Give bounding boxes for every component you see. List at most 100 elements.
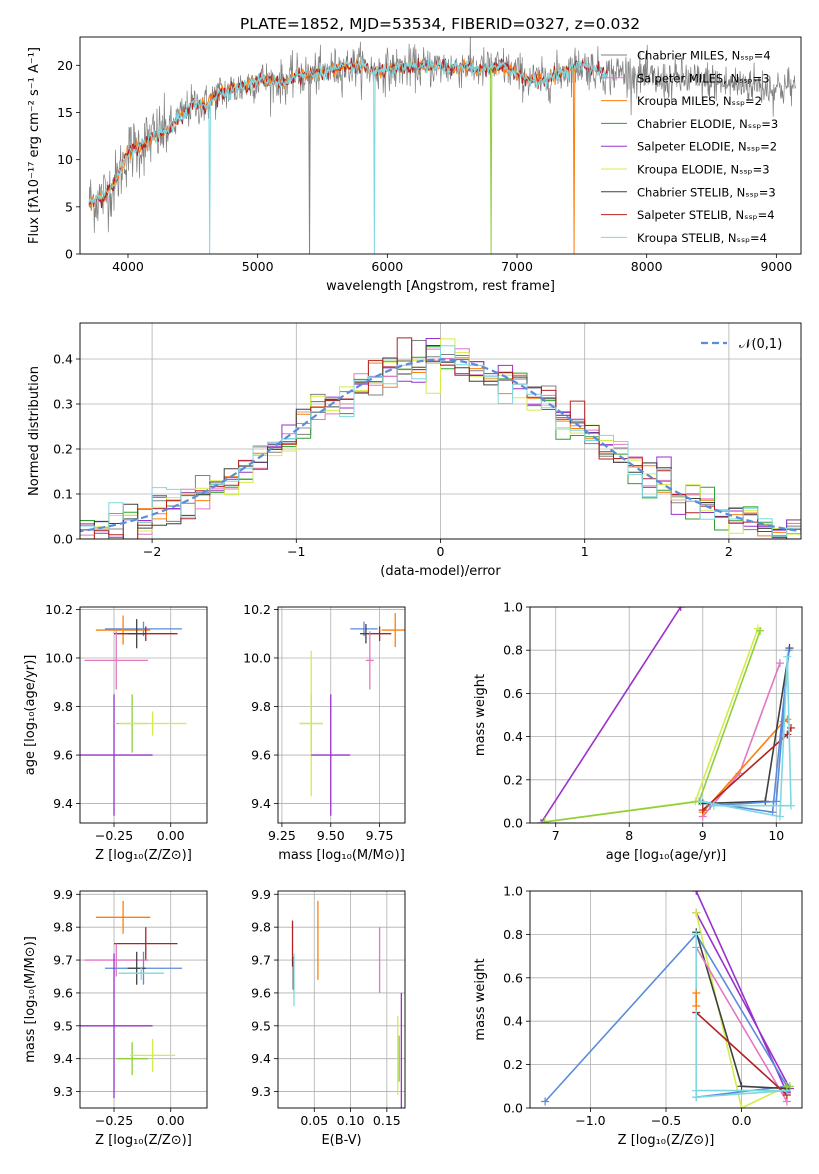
y-tick-label: 10.2 (45, 602, 73, 617)
age-vs-mass-panel: 9.25 9.50 9.75 9.4 9.6 9.8 10.0 10.2 mass [log₁₀… (243, 602, 406, 863)
spectrum-dip (308, 74, 311, 254)
x-tick-label: −2 (143, 544, 161, 559)
histogram-series (80, 345, 801, 539)
y-tick-label: 9.9 (251, 887, 271, 902)
weight-vs-age-panel: 7 8 9 10 0.0 0.2 0.4 0.6 0.8 1.0 age [log₁₀(age/yr… (473, 600, 803, 863)
spectrum-dip (208, 101, 211, 254)
weight-series (695, 1011, 788, 1096)
weight-marker (783, 652, 792, 661)
y-tick-label: 9.4 (53, 1051, 73, 1066)
y-axis-label: mass [log₁₀(M/M⊙)] (23, 936, 38, 1063)
y-tick-label: 9.5 (53, 1018, 73, 1033)
weight-series (695, 946, 788, 1102)
x-axis-label: mass [log₁₀(M/M⊙)] (278, 848, 405, 863)
x-tick-label: 10 (768, 828, 784, 843)
weight-series (702, 662, 781, 818)
spectrum-dip (572, 67, 576, 254)
weight-lines (537, 607, 795, 823)
x-axis-label: Z [log₁₀(Z/Z⊙)] (618, 1133, 715, 1148)
x-tick-label: 0 (437, 544, 445, 559)
x-tick-label: 7 (552, 828, 560, 843)
y-tick-label: 9.7 (251, 953, 271, 968)
axes-frame (277, 890, 406, 1109)
weight-marker (775, 812, 784, 821)
x-axis-label: wavelength [Angstrom, rest frame] (326, 279, 555, 294)
y-tick-label: 0.4 (503, 729, 523, 744)
errorbars (80, 615, 187, 816)
y-tick-label: 5 (65, 199, 73, 214)
axes-frame (79, 322, 802, 540)
x-axis-label: E(B-V) (321, 1133, 361, 1148)
histogram-panel: −2 −1 0 1 2 0.0 0.1 0.2 0.3 0.4 (data-model)/error… (27, 322, 802, 579)
y-tick-label: 9.4 (251, 1051, 271, 1066)
x-tick-label: 9 (699, 828, 707, 843)
x-tick-label: 8000 (631, 259, 663, 274)
y-tick-label: 0.6 (503, 970, 523, 985)
legend-label: Salpeter MILES, Nₛₛₚ=3 (637, 71, 770, 85)
weight-series (695, 912, 788, 1108)
weight-series (695, 891, 791, 1095)
y-tick-label: 10 (57, 152, 73, 167)
legend-label: Kroupa MILES, Nₛₛₚ=2 (637, 94, 762, 108)
weight-marker (537, 819, 546, 823)
histogram-series (80, 337, 801, 539)
y-tick-label: 9.3 (251, 1084, 271, 1099)
y-tick-label: 0.0 (503, 1101, 523, 1116)
y-tick-label: 0 (65, 247, 73, 262)
y-tick-label: 0.6 (503, 686, 523, 701)
weight-marker (676, 607, 685, 611)
weight-marker (692, 891, 701, 895)
y-tick-label: 0.4 (503, 1014, 523, 1029)
errorbars (299, 613, 405, 816)
x-tick-label: 0.00 (157, 1113, 185, 1128)
weight-marker (692, 1086, 701, 1095)
x-tick-label: 1 (581, 544, 589, 559)
x-tick-label: 0.0 (732, 1113, 752, 1128)
y-tick-label: 9.6 (251, 985, 271, 1000)
y-tick-label: 9.8 (251, 920, 271, 935)
spectrum-dip (489, 68, 493, 254)
y-axis-label: mass weight (473, 674, 488, 756)
x-axis-label: Z [log₁₀(Z/Z⊙)] (95, 848, 192, 863)
x-tick-label: −0.25 (95, 1113, 133, 1128)
model-spectrum (88, 55, 608, 204)
y-tick-label: 9.8 (53, 920, 73, 935)
x-tick-label: 0.15 (373, 1113, 401, 1128)
legend-label: Kroupa STELIB, Nₛₛₚ=4 (637, 231, 767, 245)
x-tick-label: 0.05 (300, 1113, 328, 1128)
legend-label: Kroupa ELODIE, Nₛₛₚ=3 (637, 163, 770, 177)
spectrum-dip (373, 71, 376, 254)
y-tick-label: 10.0 (45, 650, 73, 665)
weight-marker (772, 797, 781, 806)
weight-series (540, 607, 682, 823)
y-axis-label: mass weight (473, 958, 488, 1040)
legend-label: Chabrier STELIB, Nₛₛₚ=3 (637, 185, 776, 199)
y-tick-label: 0.0 (53, 532, 73, 547)
x-tick-label: −1.0 (575, 1113, 605, 1128)
y-axis-label: Flux [fλ10⁻¹⁷ erg cm⁻² s⁻¹ A⁻¹] (27, 47, 42, 244)
y-tick-label: 9.4 (53, 796, 73, 811)
weight-marker (784, 646, 793, 655)
weight-marker (786, 801, 795, 810)
weight-marker (541, 1097, 550, 1106)
x-tick-label: 4000 (112, 259, 144, 274)
weight-marker (698, 806, 707, 815)
weight-marker (540, 817, 549, 823)
y-tick-label: 0.8 (503, 643, 523, 658)
y-tick-label: 0.2 (503, 1057, 523, 1072)
y-tick-label: 9.6 (251, 748, 271, 763)
weight-marker (756, 626, 765, 635)
spectrum-panel: 4000 5000 6000 7000 8000 9000 0 5 10 15 20 waveleng… (27, 36, 802, 294)
weight-series (544, 933, 789, 1103)
histogram-steps (80, 337, 801, 539)
x-axis-label: Z [log₁₀(Z/Z⊙)] (95, 1133, 192, 1148)
y-tick-label: 0.0 (503, 816, 523, 831)
weight-series (544, 630, 761, 823)
x-tick-label: 9000 (760, 259, 792, 274)
y-tick-label: 0.1 (53, 487, 73, 502)
axes-frame (79, 36, 802, 255)
y-tick-label: 10.2 (243, 602, 271, 617)
y-tick-label: 9.6 (53, 748, 73, 763)
y-tick-label: 1.0 (503, 884, 523, 899)
